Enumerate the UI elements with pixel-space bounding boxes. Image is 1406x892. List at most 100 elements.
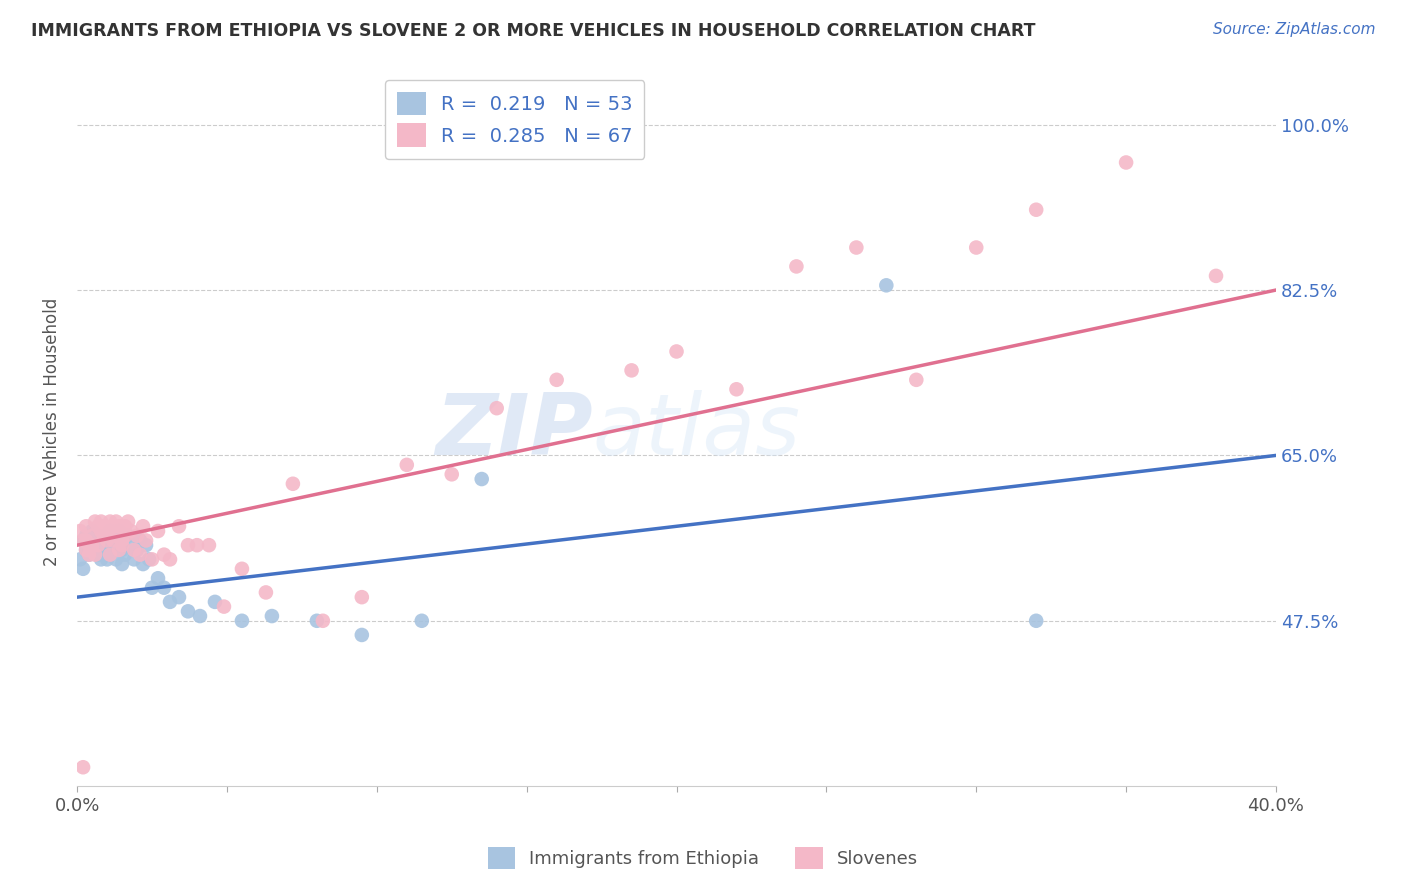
Point bbox=[120, 538, 142, 552]
Point bbox=[105, 515, 128, 529]
Point bbox=[75, 529, 97, 543]
Point bbox=[132, 557, 155, 571]
Point bbox=[93, 542, 115, 557]
Point bbox=[471, 472, 494, 486]
Point bbox=[231, 614, 253, 628]
Text: ZIP: ZIP bbox=[434, 391, 592, 474]
Point bbox=[120, 524, 142, 538]
Point bbox=[188, 609, 211, 624]
Point bbox=[101, 519, 124, 533]
Point bbox=[117, 515, 139, 529]
Point bbox=[350, 590, 373, 604]
Point bbox=[72, 562, 94, 576]
Point bbox=[101, 529, 124, 543]
Point bbox=[153, 548, 176, 562]
Point bbox=[80, 524, 103, 538]
Point bbox=[114, 529, 136, 543]
Point bbox=[105, 552, 128, 566]
Point bbox=[117, 529, 139, 543]
Point bbox=[141, 581, 163, 595]
Point bbox=[177, 538, 200, 552]
Point bbox=[125, 529, 148, 543]
Point bbox=[725, 382, 748, 396]
Point bbox=[90, 538, 112, 552]
Point bbox=[72, 533, 94, 548]
Point bbox=[485, 401, 508, 416]
Point bbox=[122, 542, 145, 557]
Point bbox=[108, 542, 131, 557]
Point bbox=[167, 590, 190, 604]
Point bbox=[159, 595, 181, 609]
Point bbox=[98, 548, 121, 562]
Point bbox=[93, 533, 115, 548]
Point bbox=[159, 552, 181, 566]
Point bbox=[101, 538, 124, 552]
Point bbox=[72, 533, 94, 548]
Point bbox=[80, 538, 103, 552]
Point bbox=[111, 557, 134, 571]
Point bbox=[77, 538, 100, 552]
Point bbox=[87, 538, 110, 552]
Point bbox=[75, 542, 97, 557]
Point bbox=[75, 519, 97, 533]
Point bbox=[440, 467, 463, 482]
Point bbox=[69, 524, 91, 538]
Point bbox=[98, 524, 121, 538]
Point bbox=[111, 533, 134, 548]
Point bbox=[114, 548, 136, 562]
Point bbox=[129, 533, 152, 548]
Point bbox=[153, 581, 176, 595]
Point bbox=[77, 533, 100, 548]
Point bbox=[98, 548, 121, 562]
Point bbox=[122, 552, 145, 566]
Point bbox=[177, 604, 200, 618]
Point bbox=[254, 585, 277, 599]
Point bbox=[105, 529, 128, 543]
Point bbox=[98, 515, 121, 529]
Point bbox=[965, 240, 987, 254]
Point bbox=[84, 542, 107, 557]
Text: Source: ZipAtlas.com: Source: ZipAtlas.com bbox=[1212, 22, 1375, 37]
Point bbox=[411, 614, 433, 628]
Point bbox=[114, 519, 136, 533]
Point bbox=[75, 542, 97, 557]
Point bbox=[395, 458, 418, 472]
Legend: Immigrants from Ethiopia, Slovenes: Immigrants from Ethiopia, Slovenes bbox=[481, 839, 925, 876]
Point bbox=[186, 538, 208, 552]
Point bbox=[111, 538, 134, 552]
Point bbox=[90, 515, 112, 529]
Point bbox=[75, 533, 97, 548]
Point bbox=[146, 524, 169, 538]
Y-axis label: 2 or more Vehicles in Household: 2 or more Vehicles in Household bbox=[44, 298, 60, 566]
Point bbox=[84, 548, 107, 562]
Point bbox=[350, 628, 373, 642]
Point bbox=[129, 548, 152, 562]
Point bbox=[87, 519, 110, 533]
Point bbox=[1205, 268, 1227, 283]
Point bbox=[845, 240, 868, 254]
Point bbox=[105, 533, 128, 548]
Point bbox=[77, 548, 100, 562]
Point bbox=[146, 571, 169, 585]
Point bbox=[305, 614, 328, 628]
Point bbox=[231, 562, 253, 576]
Point bbox=[87, 548, 110, 562]
Point bbox=[281, 476, 304, 491]
Point bbox=[108, 519, 131, 533]
Point bbox=[93, 529, 115, 543]
Point bbox=[212, 599, 235, 614]
Point bbox=[108, 524, 131, 538]
Point bbox=[1025, 202, 1047, 217]
Point bbox=[90, 552, 112, 566]
Point bbox=[125, 542, 148, 557]
Point bbox=[546, 373, 568, 387]
Point bbox=[84, 515, 107, 529]
Point bbox=[69, 552, 91, 566]
Point bbox=[96, 538, 118, 552]
Point bbox=[905, 373, 928, 387]
Text: IMMIGRANTS FROM ETHIOPIA VS SLOVENE 2 OR MORE VEHICLES IN HOUSEHOLD CORRELATION : IMMIGRANTS FROM ETHIOPIA VS SLOVENE 2 OR… bbox=[31, 22, 1035, 40]
Point bbox=[665, 344, 688, 359]
Point bbox=[875, 278, 897, 293]
Point bbox=[132, 519, 155, 533]
Point bbox=[620, 363, 643, 377]
